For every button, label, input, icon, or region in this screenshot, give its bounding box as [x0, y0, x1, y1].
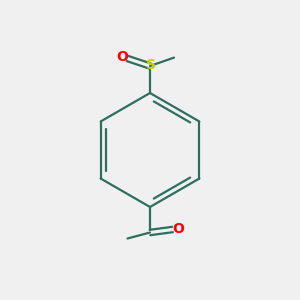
- Text: S: S: [146, 58, 156, 72]
- Text: O: O: [172, 222, 184, 236]
- Text: O: O: [116, 50, 128, 64]
